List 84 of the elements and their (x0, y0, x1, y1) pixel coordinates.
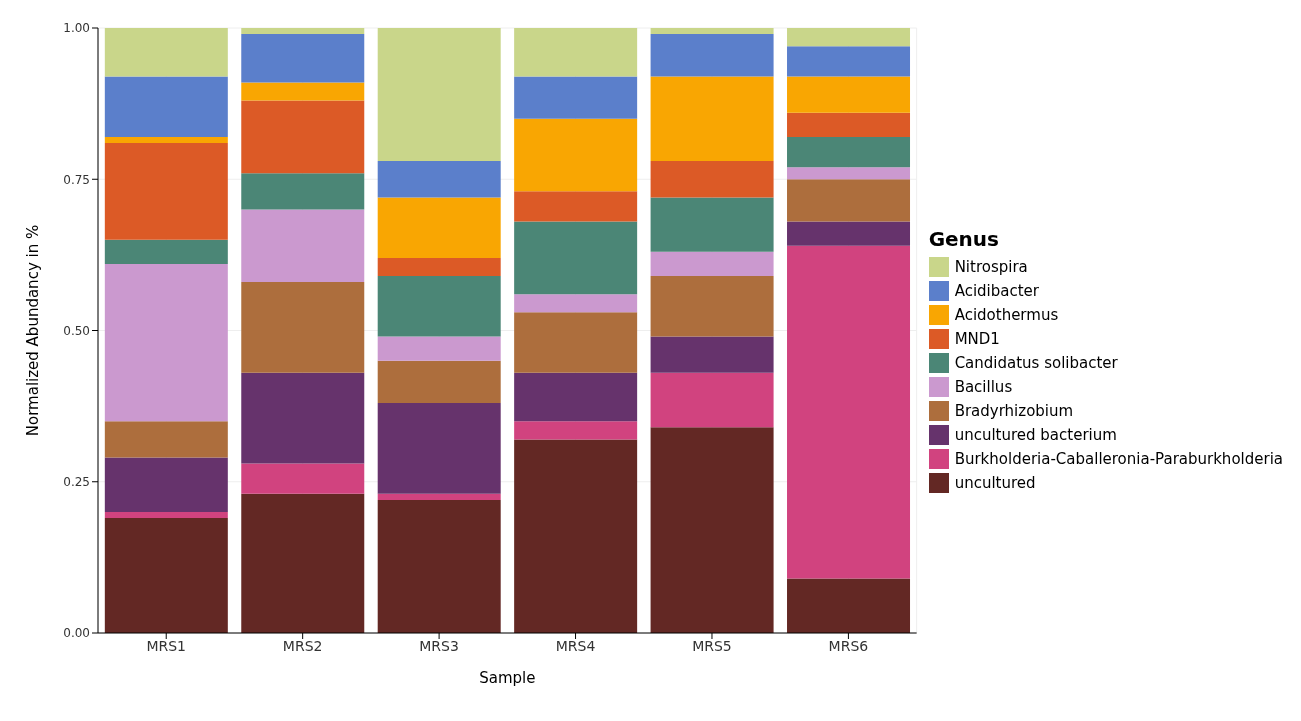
x-tick-label: MRS2 (282, 637, 323, 654)
bar (241, 209, 365, 283)
bar (650, 161, 774, 198)
bar (377, 493, 501, 500)
bar (377, 499, 501, 633)
legend-label: Candidatus solibacter (954, 353, 1118, 372)
bar (787, 167, 911, 180)
bar (787, 28, 911, 47)
bar (650, 251, 774, 277)
bar (104, 512, 228, 519)
bar (650, 427, 774, 633)
bar (514, 421, 638, 440)
bar (787, 245, 911, 579)
y-tick-label: 1.00 (63, 21, 90, 36)
bar (377, 28, 501, 162)
bar (650, 34, 774, 77)
bar (787, 179, 911, 222)
bar (787, 112, 911, 137)
bar (104, 421, 228, 458)
bar (104, 518, 228, 633)
legend-label: Nitrospira (954, 257, 1028, 276)
y-axis-title: Normalized Abundancy in % (24, 224, 43, 437)
bar (650, 76, 774, 162)
bar (104, 457, 228, 512)
bar (104, 28, 228, 77)
bar (650, 197, 774, 252)
bar (377, 276, 501, 337)
legend-label: Burkholderia-Caballeronia-Paraburkholderia (954, 449, 1283, 468)
legend-label: Acidibacter (954, 281, 1039, 300)
bar (241, 282, 365, 373)
bar (104, 263, 228, 422)
bar (241, 493, 365, 633)
bar (104, 142, 228, 240)
x-tick-label: MRS1 (146, 637, 187, 654)
legend-label: MND1 (954, 329, 1000, 348)
bar (377, 336, 501, 361)
bar (377, 257, 501, 277)
bar (514, 118, 638, 192)
bar (241, 28, 365, 35)
bar (514, 191, 638, 222)
legend-label: uncultured bacterium (954, 425, 1117, 444)
bar (377, 161, 501, 198)
bar (241, 372, 365, 464)
bar (514, 312, 638, 373)
bar (104, 76, 228, 137)
bar (514, 221, 638, 295)
bar (514, 372, 638, 422)
y-tick-label: 0.25 (63, 475, 90, 490)
bar (104, 239, 228, 264)
bar (650, 28, 774, 35)
bar (787, 46, 911, 77)
legend-label: uncultured (954, 473, 1036, 492)
y-tick-label: 0.50 (63, 323, 90, 338)
bar (514, 294, 638, 313)
legend-title: Genus (928, 226, 1000, 251)
bar (377, 360, 501, 404)
bar (241, 100, 365, 174)
bar (241, 82, 365, 101)
bar (514, 28, 638, 77)
bar (514, 439, 638, 633)
bar (650, 372, 774, 428)
bar (514, 76, 638, 119)
bar (241, 34, 365, 83)
legend-label: Bacillus (954, 377, 1013, 396)
x-tick-label: MRS6 (828, 637, 869, 654)
x-tick-label: MRS4 (555, 637, 596, 654)
bar (650, 276, 774, 337)
bar (377, 403, 501, 494)
legend-label: Acidothermus (954, 305, 1059, 324)
bar (241, 173, 365, 210)
legend-label: Bradyrhizobium (954, 401, 1074, 420)
x-tick-label: MRS5 (692, 637, 732, 654)
x-axis-title: Sample (479, 669, 536, 687)
bar (377, 197, 501, 258)
y-tick-label: 0.75 (63, 172, 90, 187)
bar (650, 336, 774, 373)
bar (787, 578, 911, 633)
bar (787, 76, 911, 113)
x-tick-label: MRS3 (419, 637, 459, 654)
bar (787, 136, 911, 168)
y-tick-label: 0.00 (63, 626, 90, 641)
bar (104, 136, 228, 143)
bar (787, 221, 911, 246)
bar (241, 463, 365, 494)
